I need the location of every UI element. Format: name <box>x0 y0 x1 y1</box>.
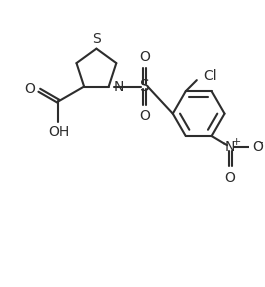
Text: N: N <box>113 79 123 94</box>
Text: S: S <box>140 79 149 94</box>
Text: -: - <box>259 136 263 149</box>
Text: OH: OH <box>48 125 69 139</box>
Text: +: + <box>232 137 241 147</box>
Text: O: O <box>139 109 150 123</box>
Text: O: O <box>225 170 236 185</box>
Text: S: S <box>92 32 101 46</box>
Text: O: O <box>139 50 150 64</box>
Text: O: O <box>25 82 36 96</box>
Text: Cl: Cl <box>203 69 217 84</box>
Text: N: N <box>225 140 235 154</box>
Text: O: O <box>252 140 263 154</box>
